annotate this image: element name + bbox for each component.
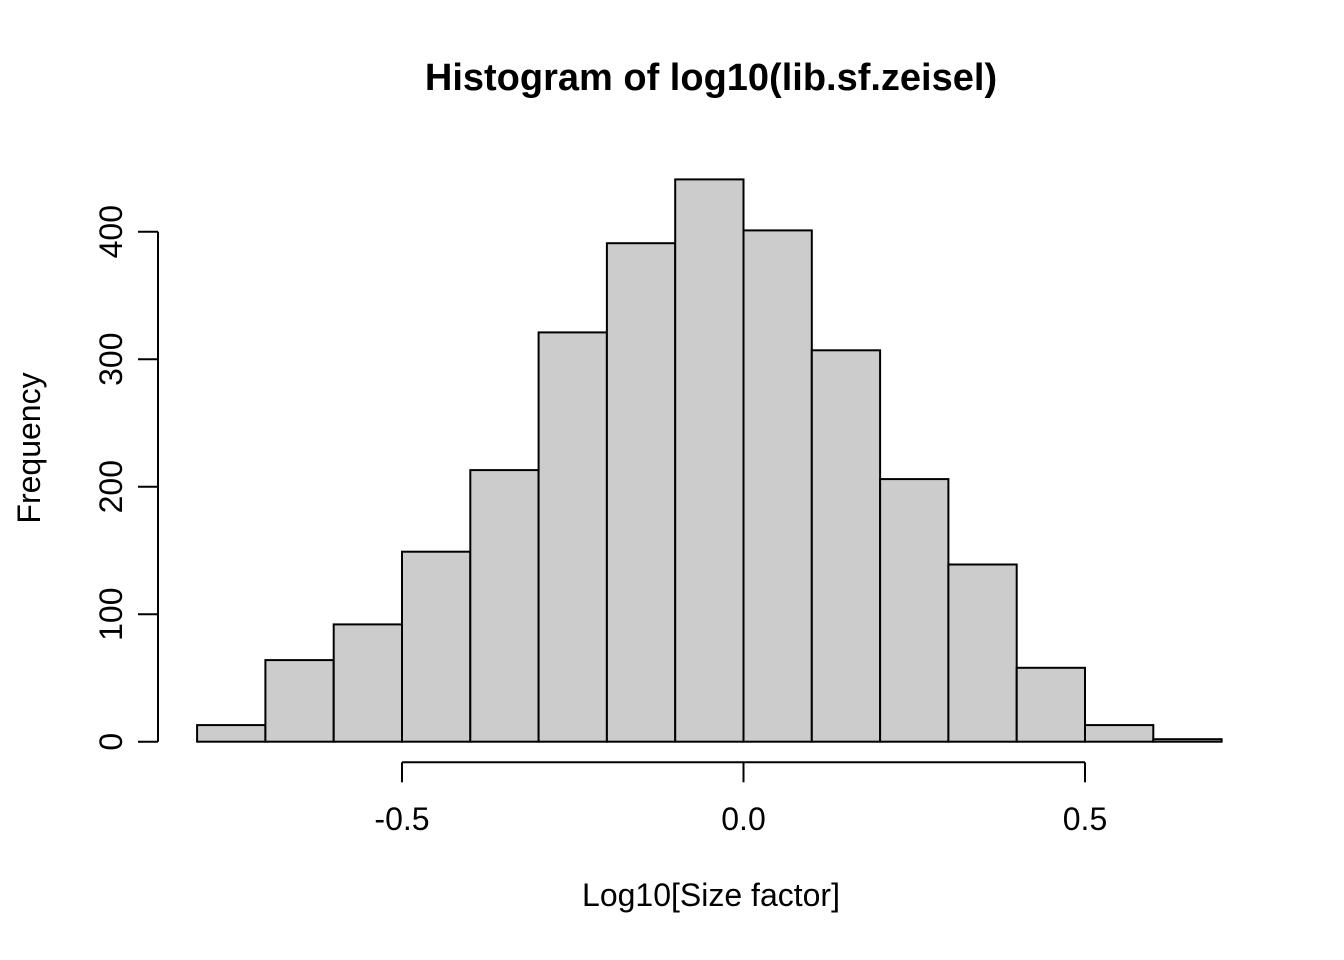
- y-tick-label: 200: [93, 460, 129, 513]
- y-tick-label: 0: [93, 733, 129, 751]
- histogram-bar: [469, 469, 540, 743]
- histogram-bar: [264, 659, 335, 743]
- y-axis: 0 100 200 300 400: [93, 205, 159, 751]
- x-tick-label: 0.5: [1063, 801, 1107, 837]
- histogram-bar: [401, 550, 472, 743]
- chart-title: Histogram of log10(lib.sf.zeisel): [425, 57, 997, 99]
- y-tick-label: 300: [93, 333, 129, 386]
- x-tick-label: -0.5: [374, 801, 429, 837]
- histogram-bar: [1084, 724, 1155, 743]
- histogram-bar: [196, 724, 267, 743]
- y-axis-title: Frequency: [11, 372, 47, 523]
- y-tick-label: 100: [93, 588, 129, 641]
- x-tick-label: 0.0: [721, 801, 765, 837]
- histogram-bar: [1152, 738, 1223, 743]
- x-axis-title: Log10[Size factor]: [582, 877, 840, 913]
- histogram-bar: [332, 623, 404, 743]
- histogram-bar: [879, 478, 950, 743]
- histogram-bars-group: [196, 178, 1223, 743]
- histogram-bar: [605, 242, 677, 743]
- x-axis: -0.5 0.0 0.5: [374, 761, 1107, 837]
- histogram-bar: [537, 331, 608, 743]
- y-tick-label: 400: [93, 205, 129, 258]
- histogram-bar: [1015, 666, 1087, 743]
- histogram-bar: [810, 349, 882, 743]
- histogram-bar: [947, 563, 1018, 743]
- histogram-bar: [742, 229, 813, 743]
- histogram-bar: [674, 178, 745, 743]
